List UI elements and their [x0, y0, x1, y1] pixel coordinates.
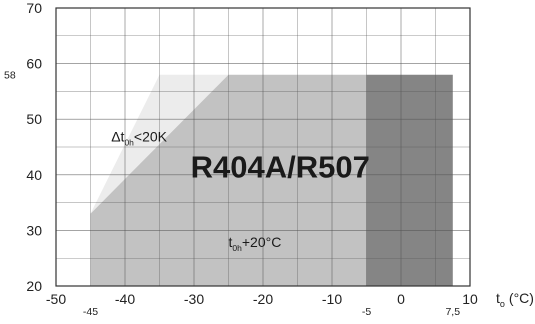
y-extra-tick-label: 58 [4, 70, 16, 82]
region-labels: Δt0h<20K t0h+20°C [111, 128, 281, 253]
x-tick-labels: -50 -40 -30 -20 -10 0 10 -45 -5 7,5 [46, 291, 478, 318]
y-tick-label: 40 [26, 167, 42, 183]
plot-frame [55, 7, 471, 287]
y-tick-label: 60 [26, 56, 42, 72]
y-tick-label: 20 [26, 278, 42, 294]
x-tick-label: -20 [253, 291, 273, 307]
x-axis-label: to (°C) [496, 290, 534, 309]
x-tick-label: -50 [46, 291, 66, 307]
x-tick-label: -10 [322, 291, 342, 307]
y-tick-label: 50 [26, 111, 42, 127]
region-label: Δt0h<20K [111, 128, 167, 147]
chart-title: R404A/R507 [191, 150, 370, 185]
x-tick-label: 10 [462, 291, 478, 307]
region-label: t0h+20°C [229, 234, 282, 253]
y-tick-label: 70 [26, 0, 42, 16]
x-tick-label: -30 [184, 291, 204, 307]
x-extra-tick-label: -45 [83, 306, 98, 318]
y-tick-label: 30 [26, 222, 42, 238]
x-extra-tick-label: -5 [362, 306, 371, 318]
x-tick-label: 0 [397, 291, 405, 307]
y-tick-labels: 20 30 40 50 60 70 58 [4, 0, 42, 294]
x-tick-label: -40 [115, 291, 135, 307]
region-3 [366, 74, 453, 286]
x-extra-tick-label: 7,5 [445, 306, 460, 318]
grid-lines [56, 8, 470, 286]
